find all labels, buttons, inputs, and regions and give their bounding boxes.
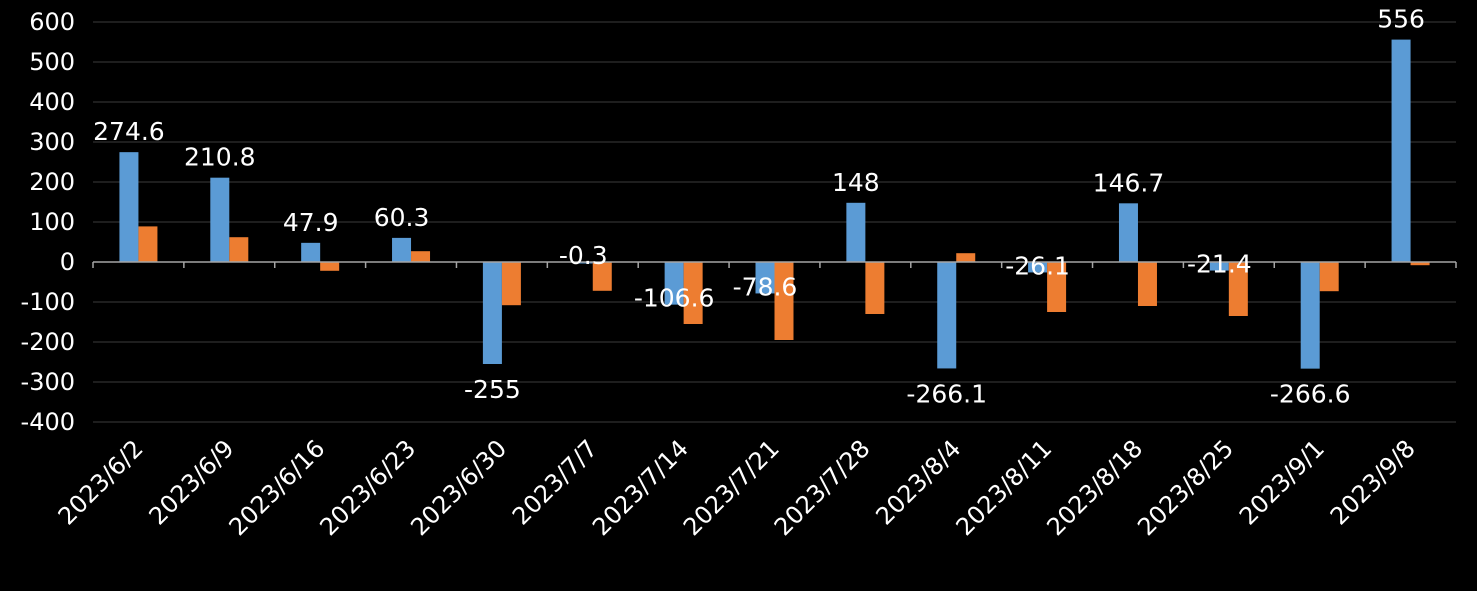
bar-series-2 — [411, 251, 431, 262]
y-tick-label: -200 — [21, 328, 75, 356]
bar-series-2 — [1137, 262, 1157, 306]
x-tick-label: 2023/6/23 — [314, 434, 421, 541]
data-label: 556 — [1377, 5, 1425, 34]
data-label: -78.6 — [733, 272, 798, 301]
data-label: 148 — [832, 168, 880, 197]
x-tick-label: 2023/6/9 — [144, 434, 240, 530]
data-label: 47.9 — [283, 208, 339, 237]
data-label: 274.6 — [93, 117, 165, 146]
x-tick-label: 2023/7/14 — [587, 434, 694, 541]
x-tick-label: 2023/6/2 — [53, 434, 149, 530]
bar-series-2 — [1228, 262, 1248, 316]
x-tick-label: 2023/9/1 — [1234, 434, 1330, 530]
bar-series-1 — [846, 202, 866, 262]
data-label: -106.6 — [634, 284, 715, 313]
x-tick-label: 2023/6/16 — [224, 434, 331, 541]
bar-series-2 — [592, 262, 612, 291]
y-tick-label: 0 — [60, 248, 75, 276]
bar-series-2 — [501, 262, 521, 306]
bar-series-2 — [956, 253, 976, 262]
bar-series-1 — [755, 262, 775, 294]
data-labels: 274.6 210.8 47.9 60.3 -255 -0.3 -106.6 -78.6 148… — [93, 5, 1425, 409]
data-label: -255 — [464, 375, 521, 404]
bar-series-2 — [1410, 262, 1430, 266]
bar-series-1 — [392, 237, 412, 262]
y-axis: 600 500 400 300 200 100 0 -100 -200 -300 -400 — [21, 8, 75, 436]
bar-series-1 — [1118, 203, 1138, 262]
bar-series-1 — [664, 262, 684, 305]
data-label: 60.3 — [374, 203, 430, 232]
zero-axis — [92, 261, 1457, 268]
y-tick-label: -100 — [21, 288, 75, 316]
data-label: -21.4 — [1187, 250, 1252, 279]
data-label: -0.3 — [559, 241, 608, 270]
y-tick-label: 200 — [29, 168, 75, 196]
y-tick-label: -400 — [21, 408, 75, 436]
bar-series-1 — [1300, 262, 1320, 369]
bar-series-1 — [1028, 262, 1048, 273]
x-tick-label: 2023/7/21 — [678, 434, 785, 541]
y-tick-label: -300 — [21, 368, 75, 396]
bar-series-1 — [937, 262, 957, 369]
x-tick-label: 2023/7/28 — [769, 434, 876, 541]
data-label: 210.8 — [184, 143, 256, 172]
x-tick-label: 2023/6/30 — [405, 434, 512, 541]
x-tick-label: 2023/7/7 — [507, 434, 603, 530]
gridlines — [93, 21, 1456, 423]
x-tick-label: 2023/8/18 — [1041, 434, 1148, 541]
data-label: -266.1 — [906, 379, 987, 408]
y-tick-label: 400 — [29, 88, 75, 116]
bar-series-1 — [301, 242, 321, 262]
x-tick-label: 2023/8/4 — [870, 434, 966, 530]
bar-series-2 — [320, 262, 340, 271]
x-tick-label: 2023/8/11 — [951, 434, 1058, 541]
y-tick-label: 500 — [29, 48, 75, 76]
y-tick-label: 100 — [29, 208, 75, 236]
bar-series-1 — [1391, 39, 1411, 262]
data-label: -26.1 — [1005, 251, 1070, 280]
bar-series-1 — [119, 152, 139, 262]
bar-series-2 — [1319, 262, 1339, 292]
x-axis: 2023/6/22023/6/92023/6/162023/6/232023/6… — [53, 434, 1421, 541]
y-tick-label: 300 — [29, 128, 75, 156]
bar-series-2 — [774, 262, 794, 340]
y-tick-label: 600 — [29, 8, 75, 36]
data-label: -266.6 — [1270, 380, 1351, 409]
bar-series-1 — [482, 262, 502, 364]
bar-series-2 — [229, 237, 249, 262]
x-tick-label: 2023/8/25 — [1132, 434, 1239, 541]
bar-series-2 — [1047, 262, 1067, 312]
bar-series-2 — [865, 262, 885, 314]
x-tick-label: 2023/9/8 — [1325, 434, 1421, 530]
bar-series-2 — [138, 226, 158, 262]
data-label: 146.7 — [1093, 168, 1165, 197]
bar-series-1 — [1209, 262, 1229, 271]
bars — [119, 39, 1430, 369]
bar-series-1 — [210, 177, 230, 262]
bar-series-2 — [683, 262, 703, 324]
